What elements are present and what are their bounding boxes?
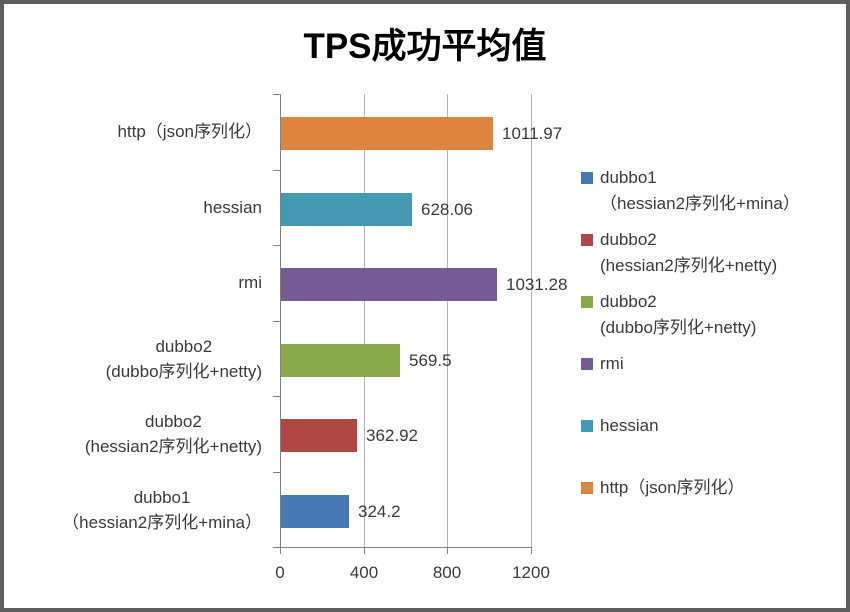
category-axis-tick [273,547,281,548]
legend-label: dubbo2 (dubbo序列化+netty) [600,292,757,337]
gridline [364,94,365,547]
chart-title: TPS成功平均值 [303,27,547,66]
category-axis-tick [273,321,281,322]
legend: dubbo1 （hessian2序列化+mina） dubbo2 (hessian2序… [581,165,843,565]
category-axis-tick [273,396,281,397]
value-axis-tick [364,547,365,554]
bar-value-label: 628.06 [421,199,473,219]
legend-item: rmi [581,351,843,377]
legend-item: dubbo2 (dubbo序列化+netty) [581,289,843,341]
category-label: dubbo1 （hessian2序列化+mina） [4,472,262,548]
category-axis-tick [273,245,281,246]
legend-item: hessian [581,413,843,439]
category-label-text: dubbo1 （hessian2序列化+mina） [62,487,262,532]
legend-item: dubbo1 （hessian2序列化+mina） [581,165,843,217]
value-axis-line [280,547,532,548]
category-label: rmi [4,245,262,321]
x-axis-tick-label: 400 [349,563,379,582]
category-axis-labels: http（json序列化） hessian rmi dubbo2 (dubbo序列化+n… [4,94,262,547]
gridline [531,94,532,547]
category-label-text: dubbo2 (hessian2序列化+netty) [84,411,262,456]
x-axis-tick-label: 800 [432,563,462,582]
legend-swatch [581,172,593,184]
value-axis-tick [280,547,281,554]
category-axis-tick [273,472,281,473]
category-axis-tick [273,170,281,171]
bar-rmi [281,268,497,301]
value-axis-tick [447,547,448,554]
legend-label: dubbo2 (hessian2序列化+netty) [600,230,778,275]
x-axis-tick-label: 1200 [512,563,550,582]
value-axis-tick [531,547,532,554]
x-axis-tick-label: 0 [275,563,285,582]
legend-label: hessian [600,416,659,435]
category-axis-tick [273,94,281,95]
category-label-text: hessian [203,198,262,218]
bar-value-label: 1031.28 [506,274,568,294]
category-label: hessian [4,170,262,246]
category-label: dubbo2 (hessian2序列化+netty) [4,396,262,472]
bar-dubbo2-(hessian2序列化+netty) [281,419,357,452]
bar-dubbo1（hessian2序列化+mina） [281,495,349,528]
category-label-text: dubbo2 (dubbo序列化+netty) [105,336,262,381]
legend-label: http（json序列化） [600,478,745,497]
category-label: dubbo2 (dubbo序列化+netty) [4,321,262,397]
bar-http（json序列化） [281,117,493,150]
legend-swatch [581,420,593,432]
legend-swatch [581,482,593,494]
legend-item: dubbo2 (hessian2序列化+netty) [581,227,843,279]
bar-value-label: 569.5 [409,350,452,370]
category-label: http（json序列化） [4,94,262,170]
bar-value-label: 362.92 [366,425,418,445]
gridline [447,94,448,547]
bar-dubbo2-(dubbo序列化+netty) [281,344,400,377]
legend-swatch [581,296,593,308]
legend-item: http（json序列化） [581,475,843,501]
legend-label: rmi [600,354,624,373]
legend-swatch [581,358,593,370]
bar-hessian [281,193,412,226]
plot-area [280,94,532,547]
legend-swatch [581,234,593,246]
category-label-text: http（json序列化） [117,122,262,142]
legend-label: dubbo1 （hessian2序列化+mina） [600,168,800,213]
category-label-text: rmi [238,273,262,293]
bar-value-label: 1011.97 [502,123,563,143]
bar-value-label: 324.2 [358,501,401,521]
